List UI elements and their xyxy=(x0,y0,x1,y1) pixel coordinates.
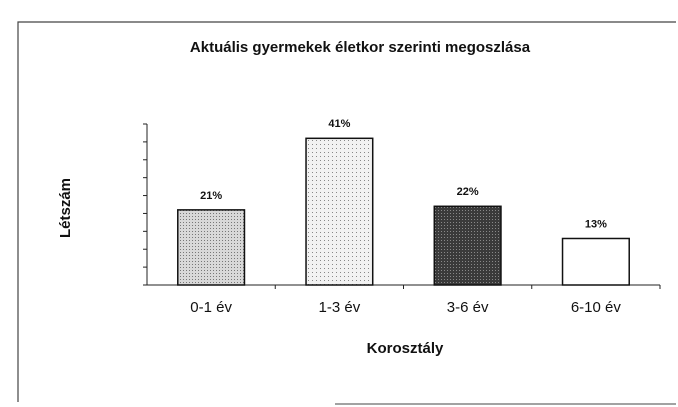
value-label: 13% xyxy=(585,218,607,230)
y-axis-label: Létszám xyxy=(57,178,74,238)
bar xyxy=(177,209,246,286)
x-tick-label: 0-1 év xyxy=(190,299,232,316)
x-tick-label: 6-10 év xyxy=(571,299,622,316)
chart-title: Aktuális gyermekek életkor szerinti mego… xyxy=(190,39,531,56)
bar xyxy=(561,237,630,286)
x-axis-label: Korosztály xyxy=(367,340,444,357)
x-tick-label: 3-6 év xyxy=(447,299,489,316)
x-tick-label: 1-3 év xyxy=(319,299,361,316)
value-label: 22% xyxy=(457,186,479,198)
value-label: 41% xyxy=(328,118,350,130)
value-label: 21% xyxy=(200,190,222,202)
frame xyxy=(17,21,676,402)
bar xyxy=(433,205,502,286)
bar xyxy=(305,137,374,286)
